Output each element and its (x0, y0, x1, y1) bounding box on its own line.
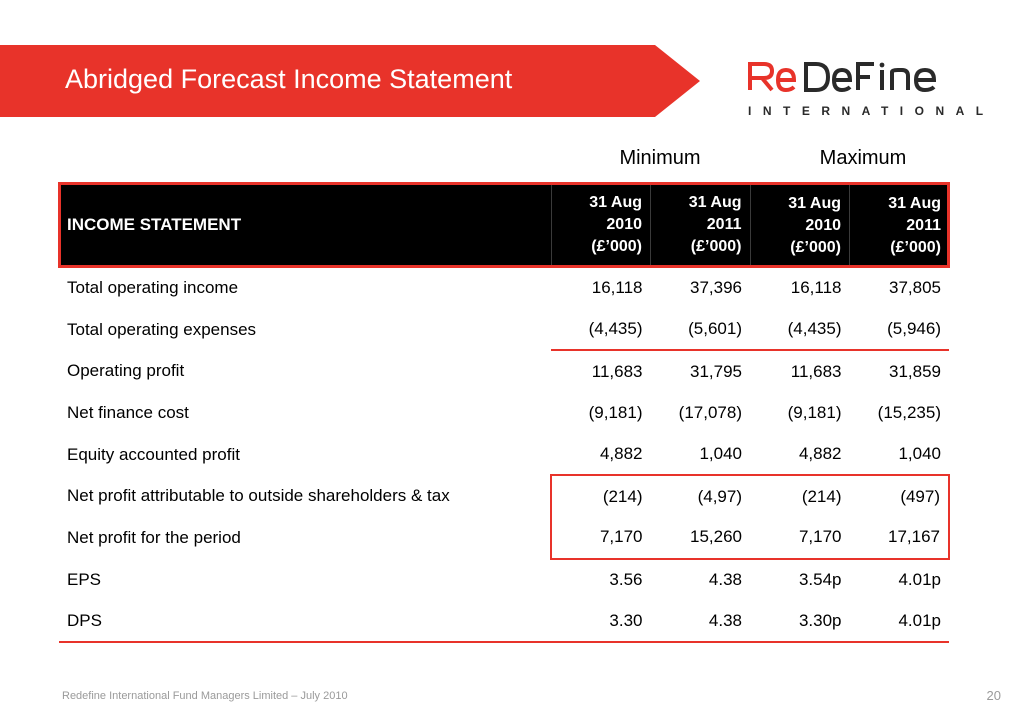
company-logo: INTERNATIONAL (748, 60, 995, 122)
column-header-line: 2011 (706, 216, 742, 233)
table-row: DPS 3.30 4.38 3.30p 4.01p (59, 600, 949, 644)
cell-value: 1,040 (898, 444, 941, 464)
column-header-line: 31 Aug (589, 194, 642, 211)
column-header-line: (£’000) (690, 238, 742, 255)
cell-value: 4.01p (849, 600, 949, 644)
cell-value: (214) (550, 474, 651, 518)
row-label: Net profit for the period (67, 527, 241, 547)
page-number: 20 (986, 688, 1001, 703)
column-header-line: 2010 (606, 216, 642, 233)
table-row: EPS 3.56 4.38 3.54p 4.01p (59, 559, 949, 601)
cell-value: (214) (750, 474, 850, 518)
cell-value: 15,260 (650, 517, 750, 560)
column-header-line: (£’000) (591, 238, 642, 255)
cell-value: 3.54p (798, 570, 842, 590)
cell-value: 11,683 (551, 349, 651, 393)
cell-value: (5,601) (688, 319, 742, 339)
cell-value: 7,170 (550, 517, 651, 560)
cell-value: 4,882 (599, 444, 643, 464)
cell-value: 31,795 (650, 349, 750, 393)
table-row: Total operating income 16,118 37,396 16,… (59, 267, 949, 309)
cell-value: 3.30p (750, 600, 850, 644)
cell-value: (9,181) (588, 402, 643, 422)
cell-value: 31,859 (849, 349, 949, 393)
cell-value: 16,118 (591, 277, 643, 297)
column-header-max-2011: 31 Aug 2011 (£’000) (849, 183, 949, 267)
cell-value: 3.56 (609, 570, 643, 590)
logo-wordmark (748, 60, 963, 92)
cell-value: (9,181) (787, 402, 842, 422)
row-label: DPS (59, 600, 551, 644)
cell-value: 37,805 (889, 277, 941, 297)
header-row: INCOME STATEMENT 31 Aug 2010 (£’000) 31 … (59, 183, 949, 267)
cell-value: 17,167 (849, 517, 950, 560)
row-label: EPS (67, 569, 102, 589)
column-header-line: 31 Aug (888, 195, 941, 212)
cell-value: 16,118 (790, 277, 842, 297)
cell-value: 11,683 (750, 349, 850, 393)
slide-title: Abridged Forecast Income Statement (65, 64, 513, 94)
row-label: Operating profit (67, 361, 185, 381)
table-row: Equity accounted profit 4,882 1,040 4,88… (59, 434, 949, 476)
column-header-line: 2010 (805, 217, 841, 234)
cell-value: 4.38 (708, 570, 742, 590)
income-statement-table: INCOME STATEMENT 31 Aug 2010 (£’000) 31 … (58, 182, 950, 644)
cell-value: 4.38 (650, 600, 750, 644)
cell-value: 37,396 (690, 277, 742, 297)
table-header: INCOME STATEMENT 31 Aug 2010 (£’000) 31 … (58, 182, 950, 268)
table-row: Net profit attributable to outside share… (59, 474, 950, 518)
cell-value: (4,435) (787, 319, 842, 339)
column-header-line: (£’000) (790, 239, 841, 256)
cell-value: (15,235) (877, 402, 941, 422)
cell-value: (497) (849, 474, 950, 518)
cell-value: (5,946) (887, 319, 941, 339)
group-label-minimum: Minimum (619, 147, 701, 169)
footer-text: Redefine International Fund Managers Lim… (62, 690, 348, 702)
table-row: Total operating expenses (4,435) (5,601)… (59, 309, 949, 351)
row-label: Total operating income (67, 277, 239, 297)
table-row: Operating profit 11,683 31,795 11,683 31… (59, 349, 949, 393)
column-header-min-2010: 31 Aug 2010 (£’000) (550, 183, 651, 267)
column-header-line: 31 Aug (788, 195, 841, 212)
cell-value: 4.01p (898, 570, 941, 590)
row-label: Total operating expenses (67, 319, 257, 339)
cell-value: 7,170 (750, 517, 850, 560)
column-header-line: 31 Aug (688, 194, 742, 211)
cell-value: (17,078) (678, 402, 742, 422)
row-label: Net profit attributable to outside share… (67, 486, 450, 506)
header-label: INCOME STATEMENT (59, 183, 551, 267)
column-header-line: (£’000) (890, 239, 941, 256)
row-label: Net finance cost (67, 402, 189, 422)
column-header-line: 2011 (906, 217, 941, 234)
cell-value: (4,435) (588, 319, 643, 339)
cell-value: 4,882 (798, 444, 842, 464)
cell-value: (4,97) (650, 474, 750, 518)
column-header-max-2010: 31 Aug 2010 (£’000) (749, 183, 850, 267)
table-row: Net finance cost (9,181) (17,078) (9,181… (59, 392, 949, 434)
title-banner (0, 45, 700, 117)
group-label-maximum: Maximum (819, 147, 907, 169)
logo-subtitle: INTERNATIONAL (748, 104, 995, 118)
redefine-wordmark-icon (748, 62, 937, 92)
row-label: Equity accounted profit (67, 444, 240, 464)
cell-value: 3.30 (551, 600, 651, 644)
column-header-min-2011: 31 Aug 2011 (£’000) (650, 183, 750, 267)
cell-value: 1,040 (699, 444, 742, 464)
table-row: Net profit for the period 7,170 15,260 7… (59, 517, 950, 560)
